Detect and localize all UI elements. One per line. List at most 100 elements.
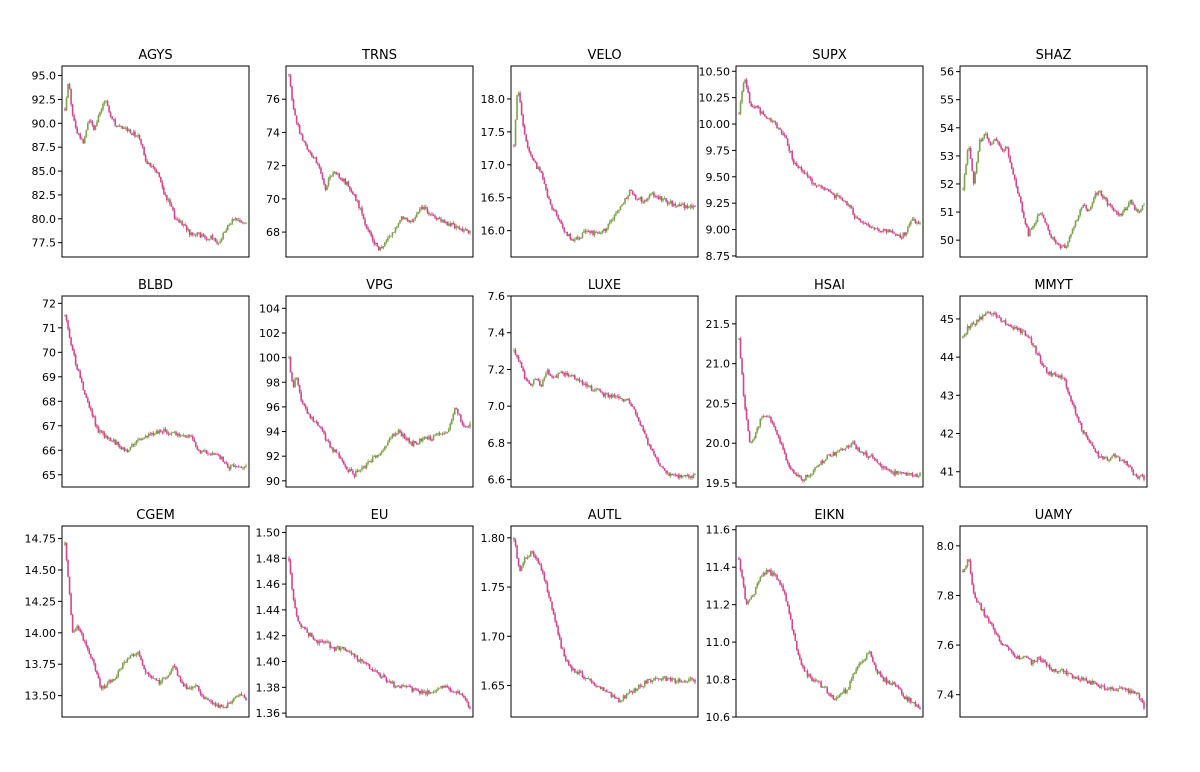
candle-body <box>899 688 902 690</box>
candle-body <box>1026 656 1028 658</box>
candle-body <box>618 396 620 399</box>
candle-body <box>226 702 229 708</box>
candle-body <box>817 465 819 468</box>
candle-body <box>806 670 809 677</box>
candle-body <box>172 206 174 211</box>
candle-body <box>1047 372 1049 374</box>
candle-body <box>1027 335 1030 338</box>
candle-body <box>989 622 992 624</box>
candle-body <box>314 157 316 159</box>
candle-body <box>751 595 754 598</box>
candle-body <box>817 185 819 187</box>
candle-body <box>76 364 78 370</box>
candle-body <box>134 655 136 657</box>
candle-body <box>887 229 889 233</box>
axes-frame <box>510 295 699 488</box>
candle-body <box>467 701 470 708</box>
candle-body <box>675 205 678 207</box>
candle-body <box>998 142 1001 146</box>
candle-body <box>890 230 892 233</box>
candle-body <box>783 134 786 136</box>
candle-body <box>1048 371 1051 374</box>
candle-body <box>785 593 787 602</box>
candle-body <box>1083 204 1086 206</box>
candle-body <box>805 173 807 175</box>
candle-body <box>768 569 771 572</box>
candle-body <box>108 680 110 683</box>
candle-body <box>294 378 296 387</box>
candle-body <box>182 435 185 437</box>
candle-body <box>196 232 199 236</box>
candle-body <box>648 444 651 446</box>
candle-body <box>761 417 763 419</box>
candle-body <box>750 103 752 107</box>
candle-body <box>1120 460 1122 462</box>
candle-body <box>683 203 686 209</box>
candle-body <box>779 128 781 130</box>
candle-body <box>913 475 915 477</box>
candle-body <box>551 375 553 378</box>
candle-body <box>975 319 978 326</box>
candle-body <box>1121 460 1124 462</box>
candle-body <box>415 688 418 690</box>
candle-body <box>992 140 995 144</box>
candle-body <box>1091 680 1094 685</box>
candle-body <box>1035 345 1037 354</box>
candle-body <box>867 652 870 655</box>
candle-body <box>1021 330 1024 334</box>
candle-body <box>1007 647 1010 649</box>
candle-body <box>879 231 882 232</box>
candle-body <box>821 687 824 688</box>
candle-body <box>1023 330 1025 332</box>
candle-body <box>341 458 344 461</box>
candle-body <box>966 150 969 165</box>
candle-body <box>144 669 147 673</box>
candle-body <box>338 453 340 458</box>
candle-body <box>616 211 619 214</box>
candle-body <box>523 557 526 564</box>
candle-body <box>799 167 801 169</box>
panel-title: HSAI <box>814 278 845 293</box>
candle-body <box>598 389 600 391</box>
candle-body <box>213 238 215 240</box>
candle-body <box>368 461 371 463</box>
candle-body <box>631 692 634 693</box>
candle-body <box>364 219 366 225</box>
candle-body <box>520 566 523 572</box>
candle-body <box>1070 395 1072 402</box>
candle-body <box>426 437 429 440</box>
candle-body <box>294 599 296 609</box>
candle-body <box>601 687 604 689</box>
candle-body <box>832 193 835 195</box>
candle-body <box>1006 146 1008 149</box>
candle-body <box>406 686 409 688</box>
candle-body <box>117 671 120 677</box>
candle-body <box>986 312 989 314</box>
candle-body <box>147 433 150 438</box>
candle-body <box>141 438 144 441</box>
candle-body <box>164 429 167 431</box>
candle-body <box>228 467 231 470</box>
candle-body <box>1061 246 1063 248</box>
candle-body <box>820 460 822 465</box>
candle-body <box>1140 698 1142 700</box>
candle-body <box>444 221 447 223</box>
candle-body <box>356 200 359 202</box>
candle-body <box>90 653 92 658</box>
candle-body <box>1001 148 1004 151</box>
candle-body <box>786 138 789 146</box>
candle-body <box>352 470 354 474</box>
candle-body <box>1042 660 1045 662</box>
y-tick-label: 19.5 <box>706 477 731 490</box>
candle-body <box>158 680 161 684</box>
candle-body <box>103 686 106 689</box>
candle-body <box>87 398 89 403</box>
candle-body <box>239 694 241 696</box>
candle-body <box>129 129 132 134</box>
candle-body <box>1007 325 1010 326</box>
candle-body <box>543 377 546 380</box>
candle-body <box>158 430 161 434</box>
candle-body <box>692 679 695 681</box>
